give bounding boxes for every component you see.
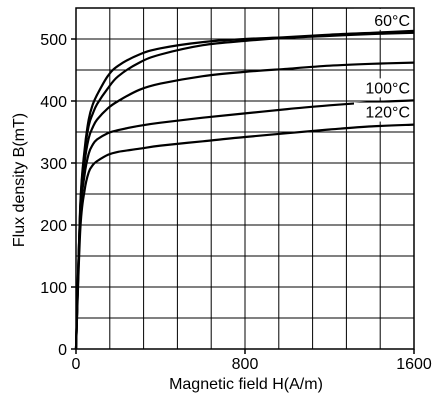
x-axis-label: Magnetic field H(A/m) — [169, 376, 323, 393]
y-axis-label: Flux density B(mT) — [11, 113, 28, 247]
series-label: 100°C — [365, 80, 410, 97]
series-line — [74, 99, 415, 350]
x-tick-label: 1600 — [396, 356, 432, 373]
y-tick-label: 300 — [40, 156, 67, 173]
y-tick-label: 0 — [58, 342, 67, 359]
grid-lines — [76, 8, 414, 349]
curves — [74, 29, 415, 350]
series-line — [74, 123, 415, 350]
series-label: 60°C — [374, 13, 410, 30]
series-line — [74, 31, 415, 350]
series-label-background — [354, 10, 410, 30]
series-line — [74, 61, 415, 350]
x-axis-ticks: 0 800 1600 — [72, 349, 432, 373]
series-label: 120°C — [365, 105, 410, 122]
x-tick-label: 800 — [232, 356, 259, 373]
y-tick-label: 500 — [40, 32, 67, 49]
y-axis-ticks: 0 100 200 300 400 500 — [40, 32, 76, 359]
y-tick-label: 400 — [40, 94, 67, 111]
series-label-background — [354, 102, 410, 122]
x-tick-label: 0 — [72, 356, 81, 373]
y-tick-label: 100 — [40, 280, 67, 297]
series-label-background — [354, 78, 410, 98]
y-tick-label: 200 — [40, 218, 67, 235]
